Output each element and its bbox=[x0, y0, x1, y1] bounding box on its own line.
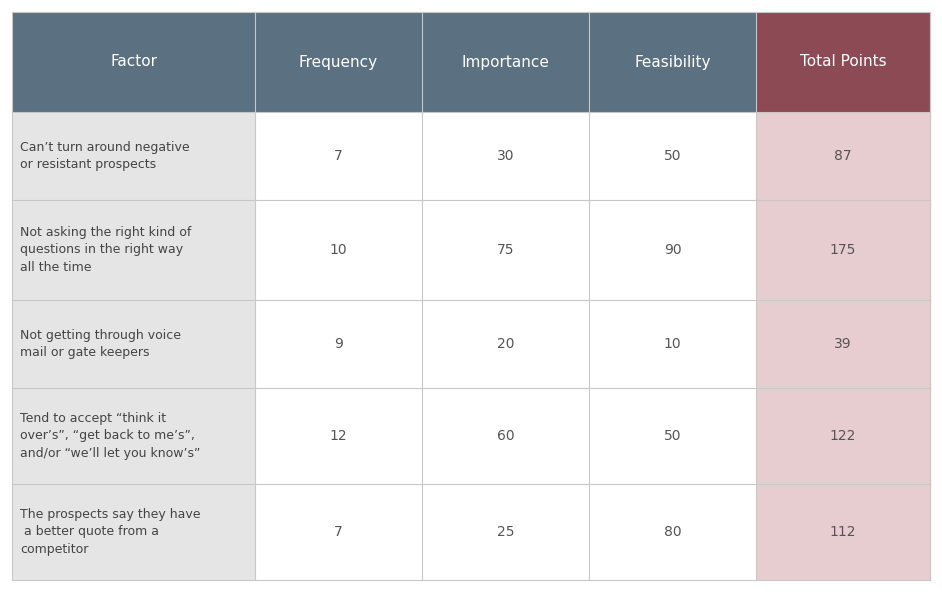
Bar bbox=[255, 12, 422, 112]
Text: 50: 50 bbox=[664, 149, 681, 163]
Text: 20: 20 bbox=[496, 337, 514, 351]
Bar bbox=[422, 200, 589, 300]
Text: 30: 30 bbox=[496, 149, 514, 163]
Text: Factor: Factor bbox=[110, 54, 157, 70]
Bar bbox=[255, 484, 422, 580]
Text: Feasibility: Feasibility bbox=[634, 54, 711, 70]
Bar bbox=[422, 388, 589, 484]
Bar bbox=[756, 388, 930, 484]
Bar bbox=[255, 388, 422, 484]
Text: 112: 112 bbox=[830, 525, 856, 539]
Text: 10: 10 bbox=[330, 243, 348, 257]
Bar bbox=[589, 12, 756, 112]
Text: 60: 60 bbox=[496, 429, 514, 443]
Bar bbox=[255, 200, 422, 300]
Bar bbox=[422, 12, 589, 112]
Bar bbox=[589, 200, 756, 300]
Bar bbox=[589, 388, 756, 484]
Bar bbox=[12, 388, 255, 484]
Bar bbox=[756, 484, 930, 580]
Bar bbox=[589, 484, 756, 580]
Text: Frequency: Frequency bbox=[299, 54, 378, 70]
Bar bbox=[422, 112, 589, 200]
Bar bbox=[422, 484, 589, 580]
Text: 7: 7 bbox=[334, 525, 343, 539]
Bar bbox=[756, 300, 930, 388]
Text: Can’t turn around negative
or resistant prospects: Can’t turn around negative or resistant … bbox=[20, 141, 189, 171]
Text: 87: 87 bbox=[835, 149, 852, 163]
Text: 122: 122 bbox=[830, 429, 856, 443]
Bar bbox=[589, 112, 756, 200]
Text: Not asking the right kind of
questions in the right way
all the time: Not asking the right kind of questions i… bbox=[20, 226, 191, 274]
Text: 50: 50 bbox=[664, 429, 681, 443]
Text: 9: 9 bbox=[334, 337, 343, 351]
Text: 90: 90 bbox=[664, 243, 681, 257]
Bar bbox=[12, 112, 255, 200]
Text: Tend to accept “think it
over’s”, “get back to me’s”,
and/or “we’ll let you know: Tend to accept “think it over’s”, “get b… bbox=[20, 412, 201, 460]
Bar bbox=[12, 12, 255, 112]
Bar bbox=[12, 300, 255, 388]
Bar bbox=[12, 200, 255, 300]
Bar bbox=[756, 200, 930, 300]
Text: 175: 175 bbox=[830, 243, 856, 257]
Bar bbox=[756, 112, 930, 200]
Bar bbox=[12, 484, 255, 580]
Text: 25: 25 bbox=[496, 525, 514, 539]
Bar bbox=[589, 300, 756, 388]
Bar bbox=[422, 300, 589, 388]
Bar bbox=[255, 112, 422, 200]
Text: Importance: Importance bbox=[462, 54, 549, 70]
Bar bbox=[255, 300, 422, 388]
Bar bbox=[756, 12, 930, 112]
Text: 12: 12 bbox=[330, 429, 348, 443]
Text: 10: 10 bbox=[664, 337, 681, 351]
Text: 75: 75 bbox=[496, 243, 514, 257]
Text: The prospects say they have
 a better quote from a
competitor: The prospects say they have a better quo… bbox=[20, 508, 201, 556]
Text: Not getting through voice
mail or gate keepers: Not getting through voice mail or gate k… bbox=[20, 329, 181, 359]
Text: Total Points: Total Points bbox=[800, 54, 886, 70]
Text: 80: 80 bbox=[664, 525, 681, 539]
Text: 39: 39 bbox=[835, 337, 852, 351]
Text: 7: 7 bbox=[334, 149, 343, 163]
